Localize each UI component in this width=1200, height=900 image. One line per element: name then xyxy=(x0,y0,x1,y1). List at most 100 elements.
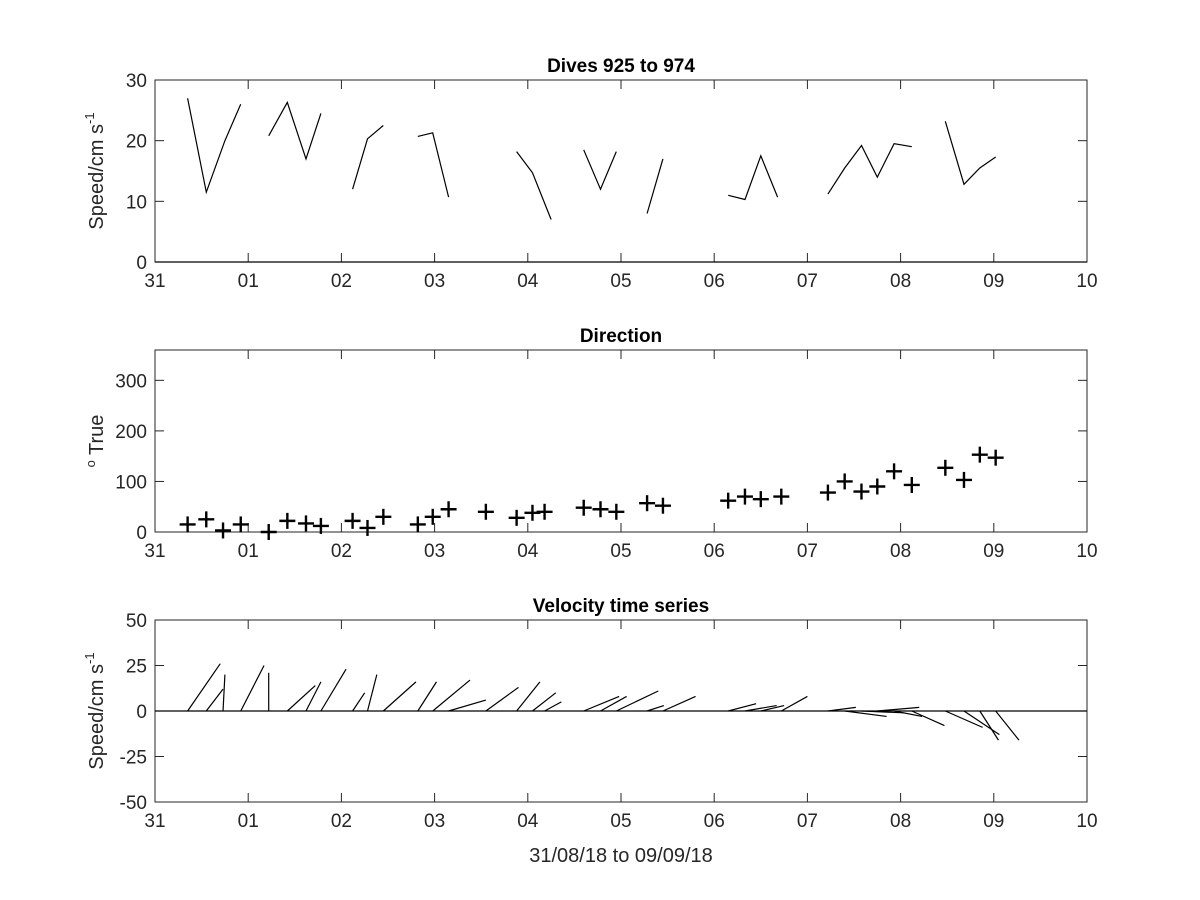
direction-marker xyxy=(215,522,232,539)
x-tick-label: 06 xyxy=(704,271,725,292)
velocity-stick xyxy=(844,710,887,718)
velocity-stick xyxy=(532,692,557,712)
y-axis-label-sup: -1 xyxy=(82,652,97,664)
velocity-stick xyxy=(827,706,856,712)
direction-marker xyxy=(179,516,196,533)
direction-marker xyxy=(971,446,988,463)
y-tick-label: 0 xyxy=(136,253,147,274)
y-tick-label: 0 xyxy=(136,523,147,544)
x-tick-label: 02 xyxy=(331,811,352,832)
chart-title: Dives 925 to 974 xyxy=(547,56,695,77)
direction-marker xyxy=(440,501,457,518)
x-tick-label: 01 xyxy=(238,811,259,832)
y-tick-label: 300 xyxy=(115,371,147,392)
panel-1: Dives 925 to 974 31 01 02 03 04 05 06 07 08 09 10 0 1… xyxy=(82,56,1098,292)
y-tick-label: -25 xyxy=(120,748,147,769)
velocity-stick xyxy=(448,699,487,712)
velocity-stick xyxy=(286,685,316,712)
velocity-stick xyxy=(760,704,785,712)
x-tick-label: 04 xyxy=(517,811,539,832)
x-tick-label: 07 xyxy=(797,271,818,292)
y-tick-label: 20 xyxy=(126,132,147,153)
velocity-stick xyxy=(187,663,221,712)
panel-3: Velocity time series 31 01 02 03 04 05 06 07 08 09… xyxy=(82,596,1098,867)
velocity-stick xyxy=(861,710,904,714)
velocity-stick xyxy=(600,695,627,712)
x-tick-label: 04 xyxy=(517,541,539,562)
y-tick-label: -50 xyxy=(120,793,147,814)
velocity-stick xyxy=(417,681,437,712)
x-tick-label: 10 xyxy=(1076,271,1097,292)
x-axis-label: 31/08/18 to 09/09/18 xyxy=(529,845,713,867)
direction-marker xyxy=(508,509,525,526)
x-tick-label: 05 xyxy=(610,811,631,832)
velocity-stick xyxy=(222,674,226,712)
velocity-stick xyxy=(945,710,983,728)
x-tick-label: 10 xyxy=(1076,541,1097,562)
direction-marker xyxy=(639,495,656,512)
speed-segment xyxy=(583,149,617,191)
y-axis-label: o True xyxy=(83,415,108,468)
direction-marker xyxy=(773,488,790,505)
velocity-stick xyxy=(728,703,757,712)
x-tick-label: 02 xyxy=(331,271,352,292)
y-axis-label-main: True xyxy=(86,415,108,461)
y-axis-label-main: Speed/cm s xyxy=(86,664,108,770)
y-axis-label-sup: -1 xyxy=(82,112,97,124)
direction-marker xyxy=(344,512,361,529)
direction-marker xyxy=(409,516,426,533)
direction-marker xyxy=(608,503,625,520)
y-tick-label: 30 xyxy=(126,71,147,92)
speed-segment xyxy=(187,98,242,195)
y-axis-label-sup: o xyxy=(83,460,98,467)
velocity-stick xyxy=(305,681,322,712)
y-tick-label: 200 xyxy=(115,422,147,443)
direction-marker xyxy=(886,463,903,480)
y-tick-label: 100 xyxy=(115,472,147,493)
x-tick-label: 03 xyxy=(424,271,445,292)
x-tick-label: 09 xyxy=(983,271,1004,292)
x-tick-label: 02 xyxy=(331,541,352,562)
velocity-stick xyxy=(662,695,696,712)
velocity-stick xyxy=(995,710,1020,741)
direction-marker xyxy=(198,511,215,528)
direction-marker xyxy=(279,512,296,529)
x-tick-label: 06 xyxy=(704,541,725,562)
x-tick-label: 31 xyxy=(144,541,165,562)
y-axis-label: Speed/cm s-1 xyxy=(82,112,108,229)
axes-box xyxy=(154,79,1088,263)
direction-marker xyxy=(869,478,886,495)
y-axis-label: Speed/cm s-1 xyxy=(82,652,108,769)
y-tick-label: 0 xyxy=(136,702,147,723)
direction-marker xyxy=(819,484,836,501)
direction-marker xyxy=(752,491,769,508)
velocity-stick xyxy=(583,695,620,712)
speed-segment xyxy=(516,151,552,220)
y-tick-label: 50 xyxy=(126,611,147,632)
direction-marker xyxy=(836,473,853,490)
x-tick-label: 10 xyxy=(1076,811,1097,832)
x-tick-label: 07 xyxy=(797,541,818,562)
x-tick-label: 06 xyxy=(704,811,725,832)
direction-marker xyxy=(720,492,737,509)
speed-segment xyxy=(417,132,450,198)
x-tick-label: 31 xyxy=(144,811,165,832)
velocity-stick xyxy=(877,706,920,712)
x-tick-label: 08 xyxy=(890,541,911,562)
direction-marker xyxy=(575,499,592,516)
direction-marker xyxy=(359,519,376,536)
speed-segment xyxy=(352,125,384,190)
direction-marker xyxy=(987,449,1004,466)
x-tick-label: 09 xyxy=(983,811,1004,832)
direction-marker xyxy=(424,508,441,525)
velocity-stick xyxy=(744,704,777,712)
velocity-stick xyxy=(516,681,541,712)
x-tick-label: 01 xyxy=(238,271,259,292)
direction-marker xyxy=(260,524,277,540)
y-tick-label: 25 xyxy=(126,657,147,678)
velocity-stick xyxy=(382,681,417,712)
velocity-stick xyxy=(320,668,347,712)
x-tick-label: 03 xyxy=(424,541,445,562)
velocity-stick xyxy=(352,692,366,712)
